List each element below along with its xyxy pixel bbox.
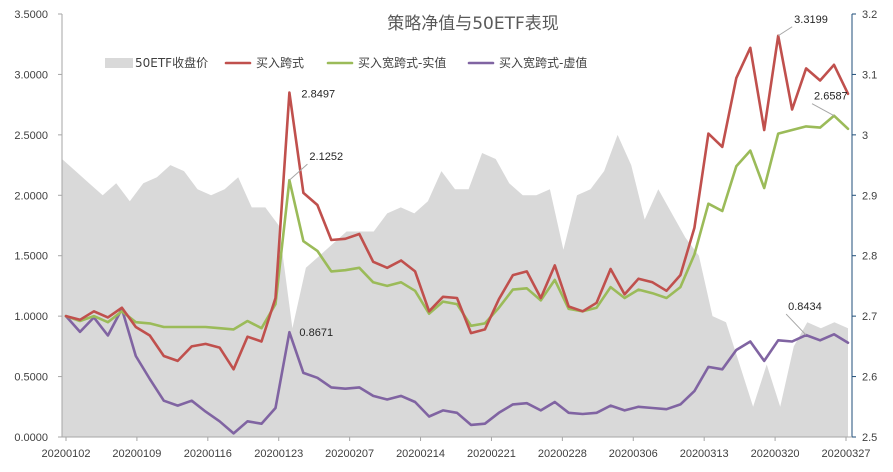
left-tick-label: 1.0000 (14, 311, 48, 323)
data-label-straddle: 2.8497 (301, 89, 335, 101)
right-tick-label: 2.7 (862, 311, 877, 323)
data-label-otm: 0.8434 (788, 301, 822, 313)
data-label-straddle: 3.3199 (794, 14, 828, 26)
x-tick-label: 20200116 (184, 448, 232, 460)
series-line-itm (64, 114, 850, 331)
x-tick-label: 20200313 (680, 448, 729, 460)
x-tick-label: 20200306 (609, 448, 658, 460)
legend-label-otm: 买入宽跨式-虚值 (499, 55, 587, 70)
legend-label-etf: 50ETF收盘价 (135, 55, 208, 70)
etf-close-area (62, 134, 848, 437)
series-line-straddle (64, 34, 850, 371)
x-tick-label: 20200221 (467, 448, 516, 460)
annotation-leader-line (289, 163, 308, 181)
series-line-otm (64, 307, 850, 435)
left-tick-label: 2.5000 (14, 130, 48, 142)
left-tick-label: 0.0000 (14, 432, 48, 444)
x-tick-label: 20200320 (751, 448, 800, 460)
annotation-leader-line (785, 313, 807, 336)
right-tick-label: 2.8 (862, 251, 877, 263)
legend-label-straddle: 买入跨式 (256, 56, 304, 70)
x-tick-label: 20200207 (325, 448, 374, 460)
data-label-itm: 2.6587 (814, 91, 848, 103)
left-tick-label: 3.0000 (14, 69, 48, 81)
data-label-otm: 0.8671 (299, 327, 333, 339)
right-tick-label: 2.6 (862, 372, 877, 384)
right-tick-label: 3.1 (862, 69, 877, 81)
data-label-itm: 2.1252 (309, 151, 343, 163)
annotations-layer: 2.8497 2.1252 0.8671 3.3199 2.6587 0.8434 (289, 14, 848, 339)
x-tick-label: 20200228 (538, 448, 587, 460)
left-tick-label: 1.5000 (14, 251, 48, 263)
x-tick-label: 20200214 (396, 448, 445, 460)
etf-area-layer (62, 134, 848, 437)
left-tick-label: 2.0000 (14, 190, 48, 202)
right-tick-label: 2.9 (862, 190, 877, 202)
annotation-leader-line (777, 26, 793, 37)
x-tick-label: 20200123 (254, 448, 303, 460)
x-tick-label: 20200109 (112, 448, 161, 460)
series-lines-layer (64, 34, 850, 435)
legend: 50ETF收盘价 买入跨式 买入宽跨式-实值 买入宽跨式-虚值 (105, 55, 587, 70)
x-tick-label: 20200102 (42, 448, 91, 460)
left-tick-label: 3.5000 (14, 9, 48, 21)
left-tick-label: 0.5000 (14, 372, 48, 384)
right-tick-label: 2.5 (862, 432, 877, 444)
legend-label-itm: 买入宽跨式-实值 (358, 55, 446, 70)
right-tick-label: 3.2 (862, 9, 877, 21)
axes-layer: 0.0000 0.5000 1.0000 1.5000 2.0000 2.5000 3.00… (14, 9, 877, 460)
annotation-leader-line (811, 103, 835, 117)
x-tick-label: 20200327 (822, 448, 871, 460)
legend-swatch-etf (105, 58, 133, 68)
right-tick-label: 3 (862, 130, 868, 142)
chart-title: 策略净值与50ETF表现 (387, 14, 559, 34)
